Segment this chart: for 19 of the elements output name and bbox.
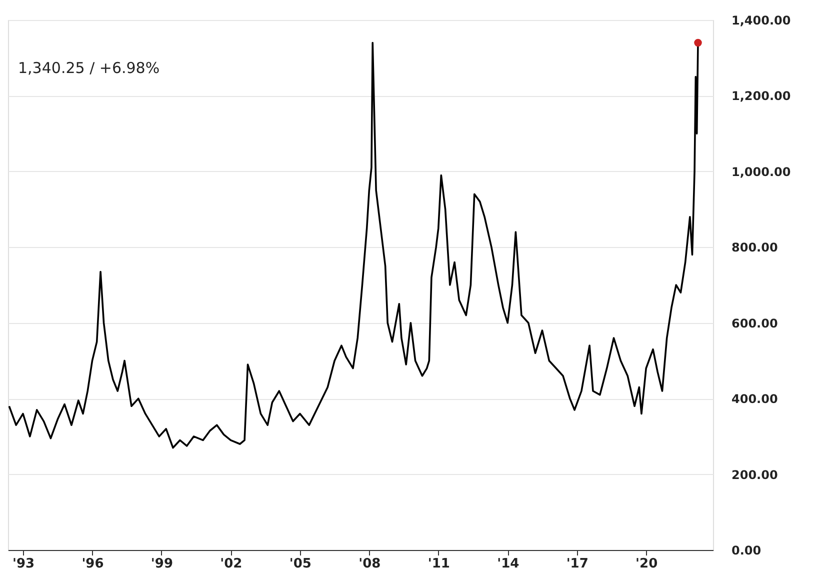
y-tick-label: 0.00 — [732, 544, 762, 558]
y-tick-label: 1,200.00 — [732, 89, 791, 104]
y-tick-label: 800.00 — [732, 240, 778, 255]
x-tick-label: '02 — [220, 556, 242, 572]
y-tick-label: 1,400.00 — [732, 14, 791, 28]
x-tick-label: '05 — [289, 556, 312, 572]
x-tick-label: '96 — [82, 556, 104, 572]
x-tick-label: '08 — [358, 556, 381, 572]
x-tick-label: '20 — [636, 556, 658, 572]
y-tick-label: 200.00 — [732, 468, 778, 482]
annotation: 1,340.25 / +6.98% — [18, 59, 160, 77]
x-tick-label: '11 — [428, 556, 450, 572]
x-tick-label: '14 — [497, 556, 520, 572]
y-tick-label: 600.00 — [732, 316, 778, 330]
x-tick-label: '93 — [12, 556, 35, 572]
x-tick-label: '99 — [150, 556, 173, 572]
y-tick-label: 400.00 — [732, 392, 778, 406]
x-tick-label: '17 — [566, 556, 588, 572]
y-tick-label: 1,000.00 — [732, 164, 791, 179]
